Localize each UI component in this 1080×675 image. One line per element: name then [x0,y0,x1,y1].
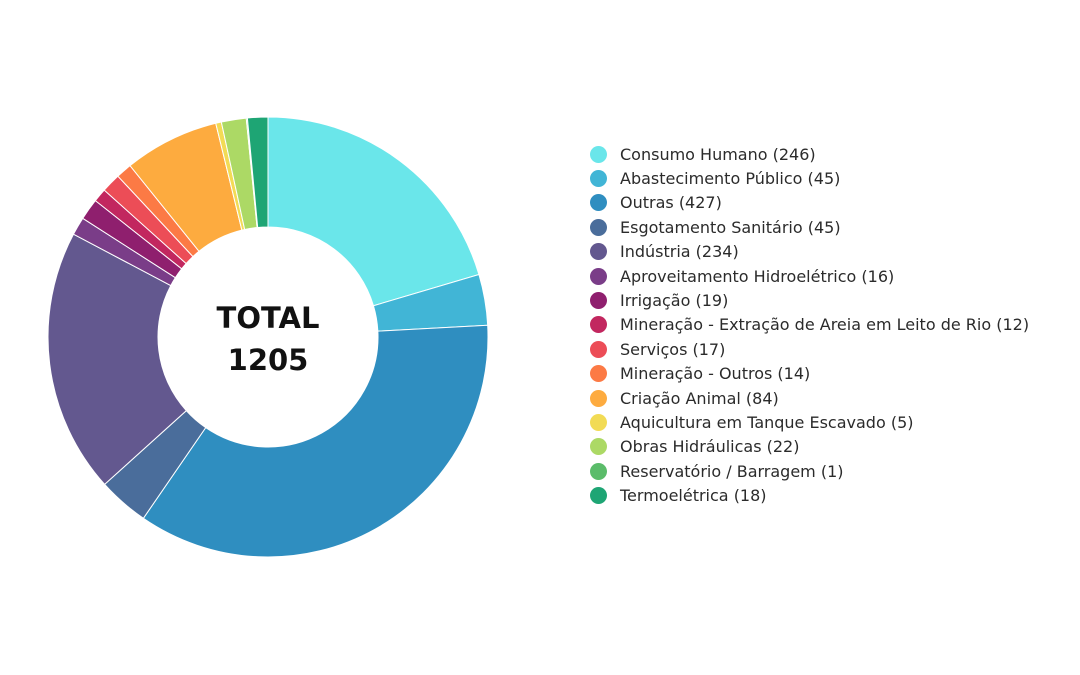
legend-label: Indústria (234) [620,242,739,262]
legend-label: Obras Hidráulicas (22) [620,437,800,457]
legend-label: Mineração - Outros (14) [620,364,811,384]
legend-swatch [590,438,607,456]
legend-item-3: Esgotamento Sanitário (45) [590,215,1029,239]
center-label-value: 1205 [228,343,309,377]
legend-item-8: Serviços (17) [590,337,1029,361]
donut-slices [47,116,489,558]
legend-swatch [590,243,607,261]
legend-swatch [590,194,607,212]
legend-item-14: Termoelétrica (18) [590,483,1029,507]
legend-item-13: Reservatório / Barragem (1) [590,459,1029,483]
legend-item-2: Outras (427) [590,191,1029,215]
legend-item-7: Mineração - Extração de Areia em Leito d… [590,313,1029,337]
center-label-total: TOTAL [217,301,320,335]
legend-label: Consumo Humano (246) [620,144,816,164]
legend-swatch [590,413,607,431]
legend-label: Aquicultura em Tanque Escavado (5) [620,412,914,432]
legend-swatch [590,170,607,188]
legend-item-4: Indústria (234) [590,240,1029,264]
legend-swatch [590,389,607,407]
legend-swatch [590,462,607,480]
legend-item-10: Criação Animal (84) [590,386,1029,410]
legend-label: Reservatório / Barragem (1) [620,461,844,481]
legend-label: Irrigação (19) [620,291,729,311]
legend-item-5: Aproveitamento Hidroelétrico (16) [590,264,1029,288]
legend-swatch [590,218,607,236]
legend-swatch [590,487,607,505]
legend-label: Aproveitamento Hidroelétrico (16) [620,266,895,286]
legend-swatch [590,340,607,358]
legend-swatch [590,267,607,285]
legend-label: Criação Animal (84) [620,388,779,408]
legend-label: Termoelétrica (18) [620,486,767,506]
legend-item-11: Aquicultura em Tanque Escavado (5) [590,410,1029,434]
legend-item-12: Obras Hidráulicas (22) [590,435,1029,459]
legend-label: Abastecimento Público (45) [620,169,841,189]
legend-label: Esgotamento Sanitário (45) [620,217,841,237]
donut-hole [158,227,378,447]
legend-label: Outras (427) [620,193,722,213]
legend-swatch [590,145,607,163]
legend-item-1: Abastecimento Público (45) [590,166,1029,190]
legend-item-0: Consumo Humano (246) [590,142,1029,166]
legend-item-9: Mineração - Outros (14) [590,362,1029,386]
legend-label: Serviços (17) [620,339,726,359]
legend-label: Mineração - Extração de Areia em Leito d… [620,315,1030,335]
legend: Consumo Humano (246) Abastecimento Públic… [590,142,1029,508]
legend-item-6: Irrigação (19) [590,288,1029,312]
legend-swatch [590,316,607,334]
legend-swatch [590,292,607,310]
legend-swatch [590,365,607,383]
